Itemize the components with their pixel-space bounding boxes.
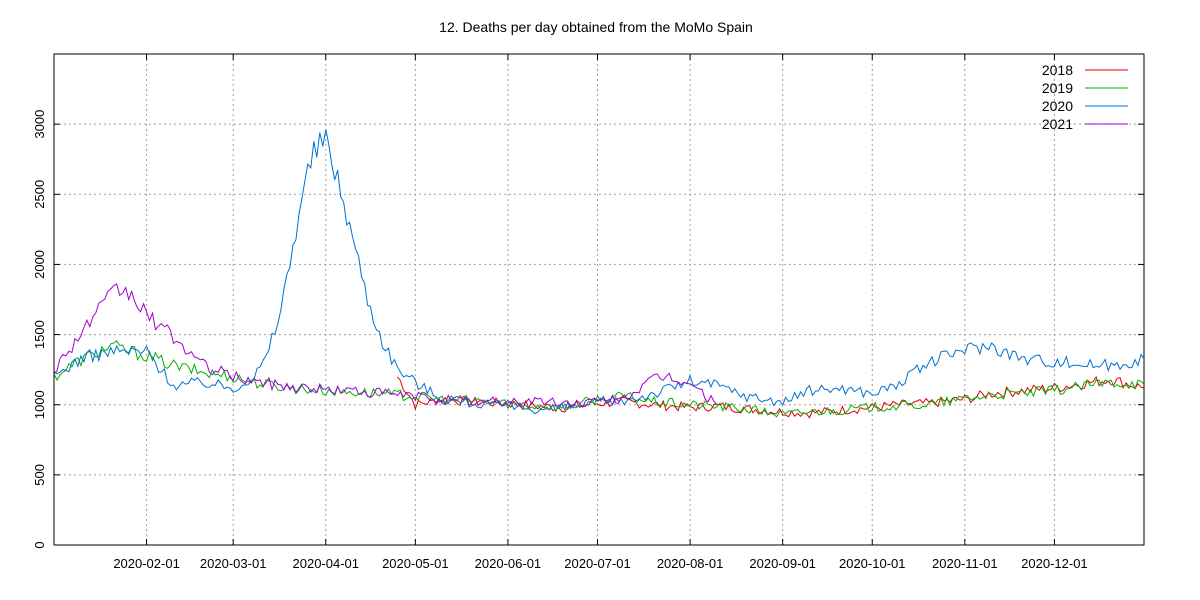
x-tick-label: 2020-07-01 [564, 556, 631, 571]
series-line-2018 [397, 375, 1145, 419]
series-line-2019 [53, 340, 1145, 418]
x-tick-label: 2020-11-01 [932, 556, 998, 571]
legend: 2018 2019 2020 2021 [1042, 62, 1128, 132]
legend-label-2018: 2018 [1042, 62, 1073, 78]
series-layer [53, 129, 1145, 419]
x-tick-label: 2020-08-01 [657, 556, 724, 571]
y-tick-label: 2500 [32, 180, 47, 209]
series-line-2021 [53, 283, 718, 409]
legend-label-2019: 2019 [1042, 80, 1073, 96]
plot-frame [53, 53, 1145, 546]
x-tick-label: 2020-05-01 [382, 556, 449, 571]
y-tick-label: 0 [32, 541, 47, 548]
chart-title: 12. Deaths per day obtained from the MoM… [439, 19, 753, 35]
legend-label-2020: 2020 [1042, 98, 1073, 114]
x-tick-label: 2020-04-01 [293, 556, 360, 571]
y-tick-label: 3000 [32, 110, 47, 139]
x-tick-label: 2020-10-01 [839, 556, 906, 571]
y-tick-label: 1500 [32, 320, 47, 349]
y-tick-label: 500 [32, 464, 47, 486]
x-tick-label: 2020-02-01 [113, 556, 180, 571]
x-tick-label: 2020-09-01 [749, 556, 816, 571]
axis-layer: 0 500 1000 1500 2000 2500 3000 2020-02-01 2020-0… [32, 54, 1144, 571]
series-line-2020 [53, 129, 1145, 415]
x-tick-label: 2020-03-01 [200, 556, 267, 571]
legend-label-2021: 2021 [1042, 116, 1073, 132]
x-tick-label: 2020-06-01 [475, 556, 542, 571]
grid-layer [54, 54, 1144, 545]
y-tick-label: 1000 [32, 390, 47, 419]
y-tick-label: 2000 [32, 250, 47, 279]
x-tick-label: 2020-12-01 [1021, 556, 1088, 571]
